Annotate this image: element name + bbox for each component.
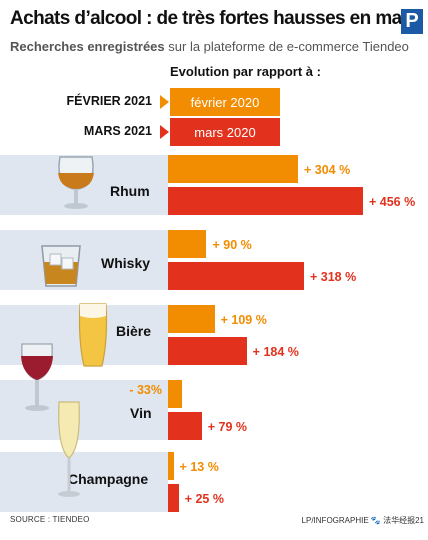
- legend-box-feb: février 2020: [170, 88, 280, 116]
- legend-label-mar: MARS 2021: [83, 124, 152, 138]
- beer-glass-icon: [78, 303, 108, 367]
- category-row-background: [0, 380, 168, 440]
- legend-arrow-icon: [160, 95, 169, 109]
- credit-text: LP/INFOGRAPHIE: [301, 516, 369, 525]
- wine-glass-icon: [21, 343, 53, 411]
- legend-label-feb: FÉVRIER 2021: [66, 94, 152, 108]
- bar-feb: [168, 452, 174, 480]
- category-label: Vin: [130, 405, 152, 421]
- data-label: + 456 %: [369, 195, 416, 209]
- cognac-glass-icon: [58, 156, 94, 209]
- category-label: Champagne: [68, 471, 149, 487]
- credit-note: LP/INFOGRAPHIE 🐾 法华经报21: [302, 515, 424, 526]
- subtitle-bold: Recherches enregistrées: [10, 39, 165, 54]
- category-label: Whisky: [101, 255, 151, 271]
- data-label: + 90 %: [212, 238, 252, 252]
- subtitle-rest: sur la plateforme de e-commerce Tiendeo: [164, 39, 409, 54]
- whisky-glass-icon: [41, 245, 81, 287]
- bar-feb: [168, 230, 207, 258]
- legend-item-mar: MARS 2021 mars 2020: [10, 118, 280, 146]
- legend-box-mar: mars 2020: [170, 118, 280, 146]
- bar-mar: [168, 484, 179, 512]
- legend-arrow-icon: [160, 125, 169, 139]
- data-label: - 33%: [129, 383, 162, 397]
- bar-mar: [168, 187, 363, 215]
- bar-feb: [168, 155, 298, 183]
- source-note: SOURCE : TIENDEO: [10, 515, 90, 524]
- publication-logo: P: [401, 9, 423, 34]
- champagne-glass-icon: [58, 401, 80, 497]
- category-row-background: [0, 230, 168, 290]
- bar-mar: [168, 412, 202, 440]
- data-label: + 304 %: [304, 163, 351, 177]
- data-label: + 184 %: [252, 345, 299, 359]
- data-label: + 109 %: [220, 313, 267, 327]
- bar-feb: [168, 305, 215, 333]
- bar-mar: [168, 262, 304, 290]
- watermark-text: 🐾 法华经报21: [370, 516, 424, 525]
- bar-mar: [168, 337, 247, 365]
- data-label: + 79 %: [207, 420, 248, 434]
- category-label: Rhum: [110, 183, 150, 199]
- category-label: Bière: [116, 323, 152, 339]
- data-label: + 25 %: [184, 492, 224, 506]
- data-label: + 13 %: [179, 460, 219, 474]
- bar-feb: [168, 380, 183, 408]
- data-label: + 318 %: [309, 270, 357, 284]
- category-row-background: [0, 452, 168, 512]
- chart-subtitle: Recherches enregistrées sur la plateform…: [10, 39, 409, 54]
- legend-heading: Evolution par rapport à :: [170, 64, 321, 79]
- legend-item-feb: FÉVRIER 2021 février 2020: [10, 88, 280, 116]
- chart-title: Achats d’alcool : de très fortes hausses…: [10, 8, 419, 29]
